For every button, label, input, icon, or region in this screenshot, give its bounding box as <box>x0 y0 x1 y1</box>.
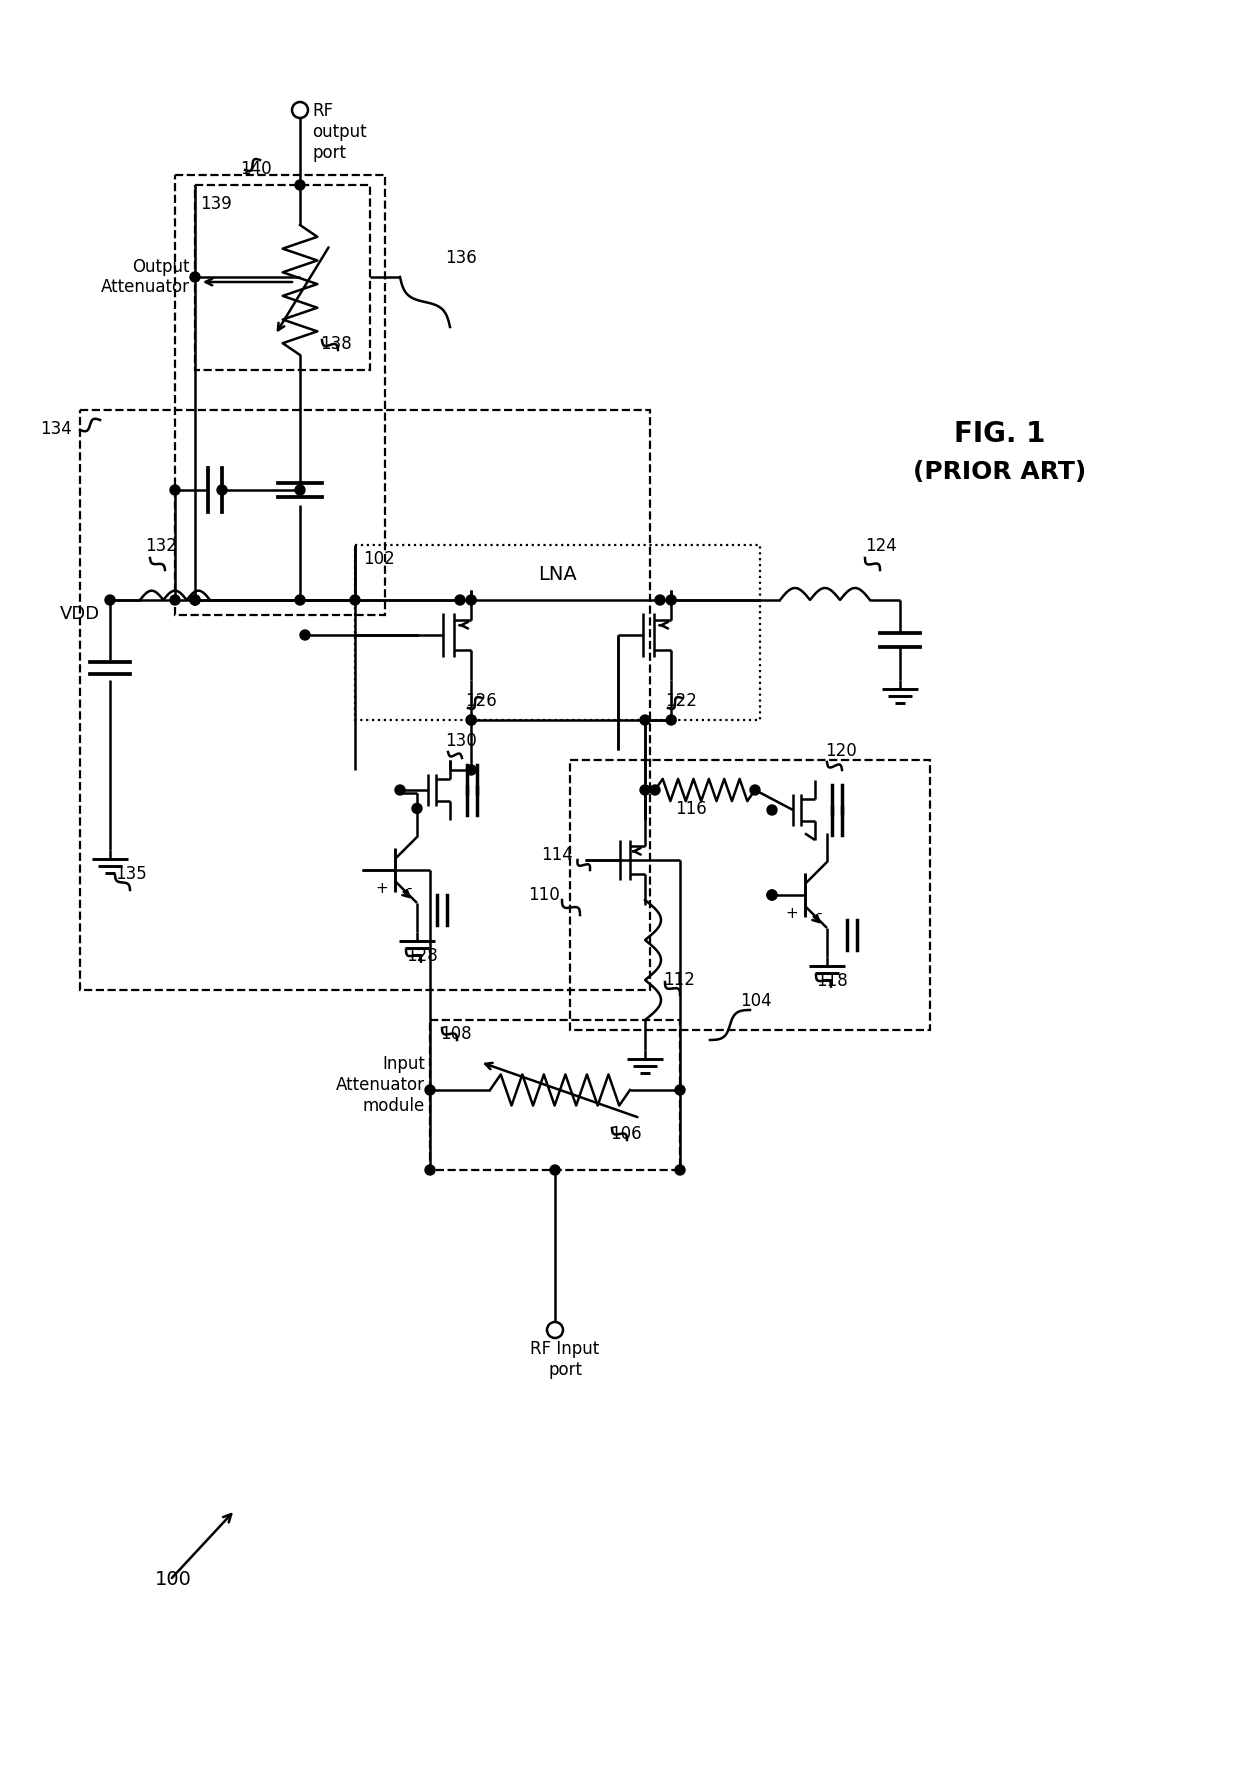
Circle shape <box>640 785 650 794</box>
Circle shape <box>675 1084 684 1095</box>
Circle shape <box>425 1166 435 1175</box>
Circle shape <box>455 594 465 605</box>
Text: 139: 139 <box>200 195 232 212</box>
Text: 108: 108 <box>440 1024 471 1044</box>
Circle shape <box>551 1166 560 1175</box>
Text: 136: 136 <box>445 249 476 267</box>
Bar <box>81 410 650 991</box>
Text: RF Input
port: RF Input port <box>531 1339 600 1378</box>
Text: 138: 138 <box>320 334 352 354</box>
Text: 130: 130 <box>445 732 476 750</box>
Text: 132: 132 <box>145 538 177 555</box>
Circle shape <box>666 594 676 605</box>
Circle shape <box>768 890 777 900</box>
Text: 102: 102 <box>363 550 394 568</box>
Circle shape <box>655 594 665 605</box>
Text: +: + <box>376 881 388 897</box>
Circle shape <box>412 803 422 814</box>
Circle shape <box>425 1084 435 1095</box>
Circle shape <box>190 594 200 605</box>
Text: 140: 140 <box>241 159 272 179</box>
Text: +: + <box>786 906 799 922</box>
Text: 126: 126 <box>465 692 497 709</box>
Text: 134: 134 <box>40 419 72 439</box>
Circle shape <box>300 630 310 640</box>
Circle shape <box>170 594 180 605</box>
Text: (PRIOR ART): (PRIOR ART) <box>914 460 1086 485</box>
Text: 114: 114 <box>541 846 573 863</box>
Text: -: - <box>405 881 412 897</box>
Text: 124: 124 <box>866 538 897 555</box>
Text: 135: 135 <box>115 865 146 883</box>
Text: 112: 112 <box>663 971 694 989</box>
Circle shape <box>295 180 305 189</box>
Text: 128: 128 <box>405 946 438 964</box>
Circle shape <box>768 890 777 900</box>
Circle shape <box>217 485 227 495</box>
Circle shape <box>105 594 115 605</box>
Bar <box>195 186 370 370</box>
Text: RF
output
port: RF output port <box>312 103 367 161</box>
Circle shape <box>466 594 476 605</box>
Text: 106: 106 <box>610 1125 641 1143</box>
Text: 104: 104 <box>740 992 771 1010</box>
Circle shape <box>396 785 405 794</box>
Circle shape <box>768 805 777 816</box>
Circle shape <box>190 272 200 281</box>
Circle shape <box>640 715 650 725</box>
Circle shape <box>750 785 760 794</box>
Text: 122: 122 <box>665 692 697 709</box>
Bar <box>175 175 384 616</box>
Bar <box>430 1021 680 1169</box>
Text: 100: 100 <box>155 1571 192 1589</box>
Circle shape <box>190 594 200 605</box>
Text: VDD: VDD <box>60 605 100 623</box>
Text: 110: 110 <box>528 886 560 904</box>
Text: 120: 120 <box>825 741 857 761</box>
Circle shape <box>295 485 305 495</box>
Circle shape <box>666 715 676 725</box>
Circle shape <box>295 594 305 605</box>
Text: LNA: LNA <box>538 564 577 584</box>
Circle shape <box>650 785 660 794</box>
Text: 118: 118 <box>816 971 848 989</box>
Circle shape <box>466 764 476 775</box>
Text: -: - <box>816 906 821 922</box>
Bar <box>570 761 930 1030</box>
Bar <box>355 545 760 720</box>
Text: FIG. 1: FIG. 1 <box>955 419 1045 448</box>
Circle shape <box>675 1166 684 1175</box>
Circle shape <box>466 715 476 725</box>
Circle shape <box>170 485 180 495</box>
Circle shape <box>350 594 360 605</box>
Text: Output
Attenuator: Output Attenuator <box>100 258 190 297</box>
Circle shape <box>466 715 476 725</box>
Text: 116: 116 <box>675 800 707 817</box>
Text: Input
Attenuator
module: Input Attenuator module <box>336 1054 425 1114</box>
